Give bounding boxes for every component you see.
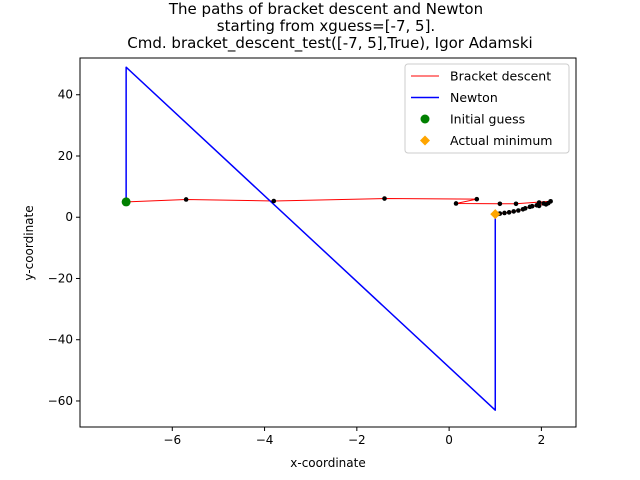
series-line-1 <box>125 66 497 411</box>
axes-frame <box>79 57 577 428</box>
y-axis-label: y-coordinate <box>22 205 36 280</box>
series-0-point-21 <box>506 210 512 215</box>
x-axis-label: x-coordinate <box>290 456 365 470</box>
x-tick-label-4: 2 <box>538 433 546 447</box>
x-tick-label-3: 0 <box>445 433 453 447</box>
legend-label-3: Actual minimum <box>450 133 552 148</box>
series-0-point-16 <box>527 204 533 210</box>
series-0-point-18 <box>520 206 526 212</box>
y-tick-label-4: 20 <box>58 149 73 163</box>
series-0-point-3 <box>382 196 387 201</box>
y-tick-label-0: −60 <box>48 394 73 408</box>
series-0-point-6 <box>497 201 503 207</box>
series-0-point-5 <box>453 201 459 206</box>
chart-title-line-2: starting from xguess=[-7, 5]. <box>217 17 435 35</box>
chart-title-line-3: Cmd. bracket_descent_test([-7, 5],True),… <box>127 34 532 53</box>
x-tick-label-0: −6 <box>163 433 181 447</box>
plot-area <box>121 66 553 411</box>
legend-handle-3 <box>420 135 430 146</box>
legend-label-2: Initial guess <box>450 112 525 127</box>
y-tick-label-5: 40 <box>58 88 73 102</box>
chart-title: The paths of bracket descent and Newton … <box>127 0 532 53</box>
series-0-point-14 <box>536 203 542 209</box>
y-tick-label-3: 0 <box>65 210 73 224</box>
chart-title-line-1: The paths of bracket descent and Newton <box>168 0 483 18</box>
plot-clip-group <box>121 66 553 411</box>
legend-label-0: Bracket descent <box>450 69 551 84</box>
x-tick-label-1: −4 <box>256 433 274 447</box>
legend: Bracket descent Newton Initial guess Actual… <box>404 63 570 154</box>
series-0-point-19 <box>516 208 521 213</box>
series-0-point-22 <box>502 210 507 216</box>
y-tick-label-2: −20 <box>48 271 73 285</box>
series-0-point-2 <box>271 198 277 204</box>
y-tick-label-1: −40 <box>48 333 73 347</box>
initial-guess-marker <box>121 197 131 207</box>
actual-minimum-marker <box>490 209 501 220</box>
legend-handle-2 <box>420 114 430 124</box>
legend-box <box>404 63 570 154</box>
legend-label-1: Newton <box>450 90 498 105</box>
series-0-point-12 <box>543 202 549 207</box>
series-0-point-4 <box>474 196 480 202</box>
series-0-point-20 <box>511 209 517 214</box>
series-0-point-1 <box>183 197 189 202</box>
x-tick-label-2: −2 <box>348 433 366 447</box>
series-line-0 <box>126 198 552 215</box>
series-0-point-7 <box>513 201 519 207</box>
